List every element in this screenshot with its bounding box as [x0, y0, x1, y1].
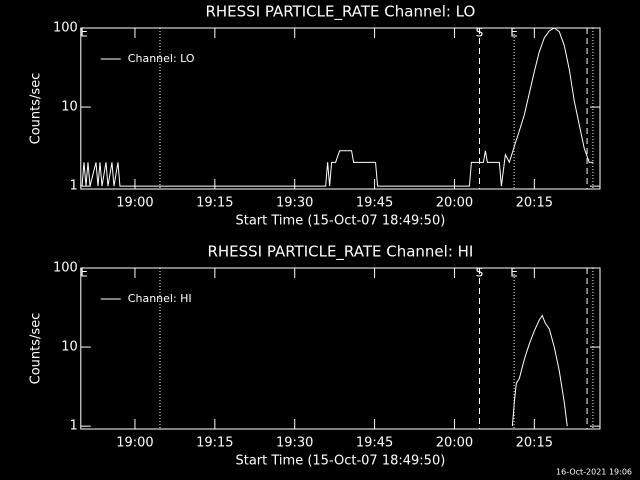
x-axis-label: Start Time (15-Oct-07 18:49:50): [235, 454, 445, 469]
x-tick-label: 19:30: [276, 196, 313, 211]
x-tick-label: 19:45: [356, 436, 393, 451]
y-tick-label: 10: [61, 100, 78, 115]
x-tick-label: 19:30: [276, 436, 313, 451]
y-tick-label: 1: [70, 179, 78, 194]
plot-frame: [80, 27, 601, 190]
y-tick-label: 100: [53, 261, 78, 276]
legend-label: Channel: HI: [128, 292, 192, 305]
data-line: [511, 314, 568, 427]
data-line: [81, 27, 594, 187]
y-tick-label: 10: [61, 340, 78, 355]
annotation: E: [80, 266, 88, 280]
chart-title: RHESSI PARTICLE_RATE Channel: LO: [205, 3, 475, 22]
annotation: E: [80, 26, 88, 40]
plot-frame: [80, 267, 601, 430]
x-tick-label: 19:00: [116, 436, 153, 451]
footer: 16-Oct-2021 19:06: [556, 468, 632, 477]
x-tick-label: 20:00: [436, 196, 473, 211]
x-tick-label: 20:00: [436, 436, 473, 451]
y-axis-label: Counts/sec: [29, 313, 44, 385]
annotation: E: [510, 266, 518, 280]
x-tick-label: 19:15: [196, 196, 233, 211]
annotation: E: [510, 26, 518, 40]
x-tick-label: 20:15: [516, 436, 553, 451]
x-tick-label: 19:45: [356, 196, 393, 211]
x-axis-label: Start Time (15-Oct-07 18:49:50): [235, 214, 445, 229]
legend-label: Channel: LO: [128, 52, 195, 65]
annotation: S: [476, 266, 484, 280]
x-tick-label: 19:00: [116, 196, 153, 211]
y-axis-label: Counts/sec: [29, 73, 44, 145]
annotation: S: [476, 26, 484, 40]
y-tick-label: 100: [53, 21, 78, 36]
x-tick-label: 19:15: [196, 436, 233, 451]
y-tick-label: 1: [70, 419, 78, 434]
x-tick-label: 20:15: [516, 196, 553, 211]
chart-title: RHESSI PARTICLE_RATE Channel: HI: [207, 243, 473, 262]
